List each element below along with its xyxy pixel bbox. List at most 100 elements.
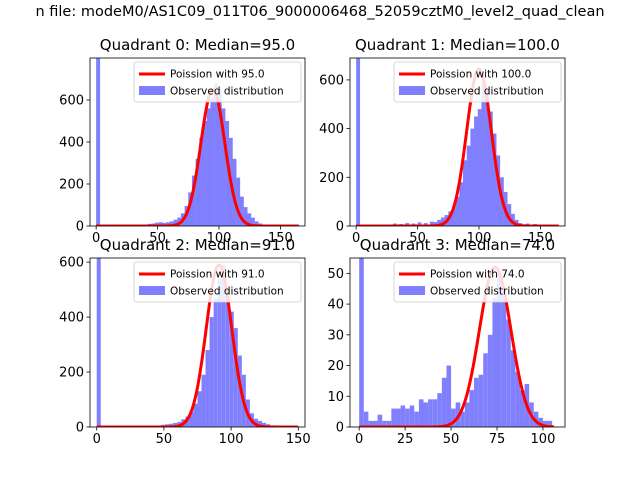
y-tick-label: 200 (59, 366, 84, 381)
legend-label-poisson: Poission with 91.0 (170, 269, 265, 281)
legend-box (393, 61, 562, 103)
histogram-bar (189, 411, 194, 427)
histogram-bar (395, 408, 401, 427)
histogram-bar (433, 222, 438, 226)
histogram-bar (382, 420, 387, 427)
x-tick-label: 150 (528, 231, 553, 246)
y-tick-label: 0 (76, 421, 84, 436)
histogram-bar (205, 350, 210, 427)
histogram-bar (405, 408, 410, 427)
histogram-bar (195, 158, 200, 226)
subplot-title: Quadrant 1: Median=100.0 (355, 36, 560, 54)
histogram-bar (359, 258, 364, 427)
legend-bar-swatch (399, 86, 425, 95)
histogram-bar (169, 221, 174, 226)
histogram-bar (496, 155, 501, 226)
legend-label-observed: Observed distribution (170, 86, 284, 98)
x-tick-label: 0 (93, 432, 101, 447)
y-tick-label: 600 (59, 94, 84, 109)
x-tick-label: 150 (268, 231, 293, 246)
histogram-bar (213, 297, 218, 427)
histogram-bar (459, 182, 464, 226)
histogram-bar (166, 222, 171, 226)
histogram-bar (203, 121, 207, 226)
x-tick-label: 100 (219, 432, 244, 447)
histogram-bar (463, 160, 467, 226)
histogram-bar (386, 420, 392, 427)
histogram-bar (510, 213, 515, 226)
histogram-bar (451, 408, 456, 427)
histogram-bar (400, 405, 406, 427)
histogram-bar (428, 399, 433, 427)
histogram-bar (257, 420, 262, 427)
y-tick-label: 50 (327, 267, 344, 282)
histogram-bar (173, 422, 178, 427)
histogram-bar (162, 222, 167, 226)
histogram-bar (477, 109, 482, 226)
legend-label-observed: Observed distribution (430, 86, 544, 98)
axes-frame (89, 257, 306, 428)
legend-label-poisson: Poission with 95.0 (170, 69, 265, 81)
x-tick-label: 100 (531, 432, 556, 447)
y-tick-label: 600 (59, 256, 84, 271)
histogram-bar (547, 420, 553, 427)
y-tick-label: 400 (59, 136, 84, 151)
histogram-bar (474, 116, 479, 226)
y-tick-label: 30 (327, 328, 344, 343)
histogram-bar (515, 371, 520, 427)
x-tick-label: 100 (207, 231, 232, 246)
legend: Poission with 74.0 Observed distribution (393, 261, 562, 303)
subplot-title: Quadrant 0: Median=95.0 (100, 36, 295, 54)
legend: Poission with 100.0 Observed distribution (393, 61, 562, 103)
legend-bar-swatch (139, 286, 165, 295)
histogram-bar (455, 196, 460, 226)
histogram-bar (250, 217, 255, 226)
histogram-bar (506, 319, 511, 427)
legend-bar-swatch (139, 86, 165, 95)
x-tick-label: 0 (355, 432, 363, 447)
y-tick-label: 20 (327, 359, 344, 374)
legend-label-poisson: Poission with 74.0 (430, 269, 525, 281)
histogram-bar (437, 393, 442, 427)
histogram-bar (225, 121, 230, 226)
histogram-bar (409, 405, 415, 427)
histogram-bar (474, 377, 479, 427)
histogram-bar (469, 390, 475, 427)
histogram-bar (363, 411, 369, 427)
histogram-bar (470, 128, 475, 226)
poisson-curve (358, 265, 555, 427)
histogram-bar (542, 420, 548, 427)
histogram-bar (225, 295, 230, 427)
histogram-bar (221, 264, 226, 427)
histogram-bar (492, 133, 497, 226)
histogram-bar (488, 111, 493, 226)
x-tick-label: 150 (286, 432, 311, 447)
histogram-bar (214, 83, 219, 226)
subplot-title: Quadrant 3: Median=74.0 (360, 236, 555, 254)
histogram-bar (239, 196, 244, 226)
histogram-bar (206, 108, 211, 226)
histogram-bar (481, 82, 486, 226)
axes-frame (349, 57, 566, 227)
y-tick-label: 200 (59, 178, 84, 193)
histogram-bar (437, 219, 442, 226)
histogram-bar (199, 137, 204, 226)
histogram-bar (446, 365, 452, 427)
histogram-bar (96, 58, 101, 226)
x-tick-label: 0 (352, 231, 360, 246)
y-tick-label: 0 (336, 421, 344, 436)
subplot-title: Quadrant 2: Median=91.0 (100, 236, 295, 254)
histogram-bar (417, 222, 422, 226)
histogram-bar (96, 258, 101, 427)
histogram-bar (487, 334, 493, 427)
y-tick-label: 10 (327, 390, 344, 405)
histogram-bar (478, 374, 484, 427)
y-tick-label: 600 (319, 73, 344, 88)
histogram-bar (243, 207, 248, 226)
histogram-bar (191, 175, 196, 226)
histogram-bar (391, 408, 396, 427)
histogram-bar (372, 420, 378, 427)
x-tick-label: 50 (149, 231, 166, 246)
histogram-bar (414, 411, 419, 427)
